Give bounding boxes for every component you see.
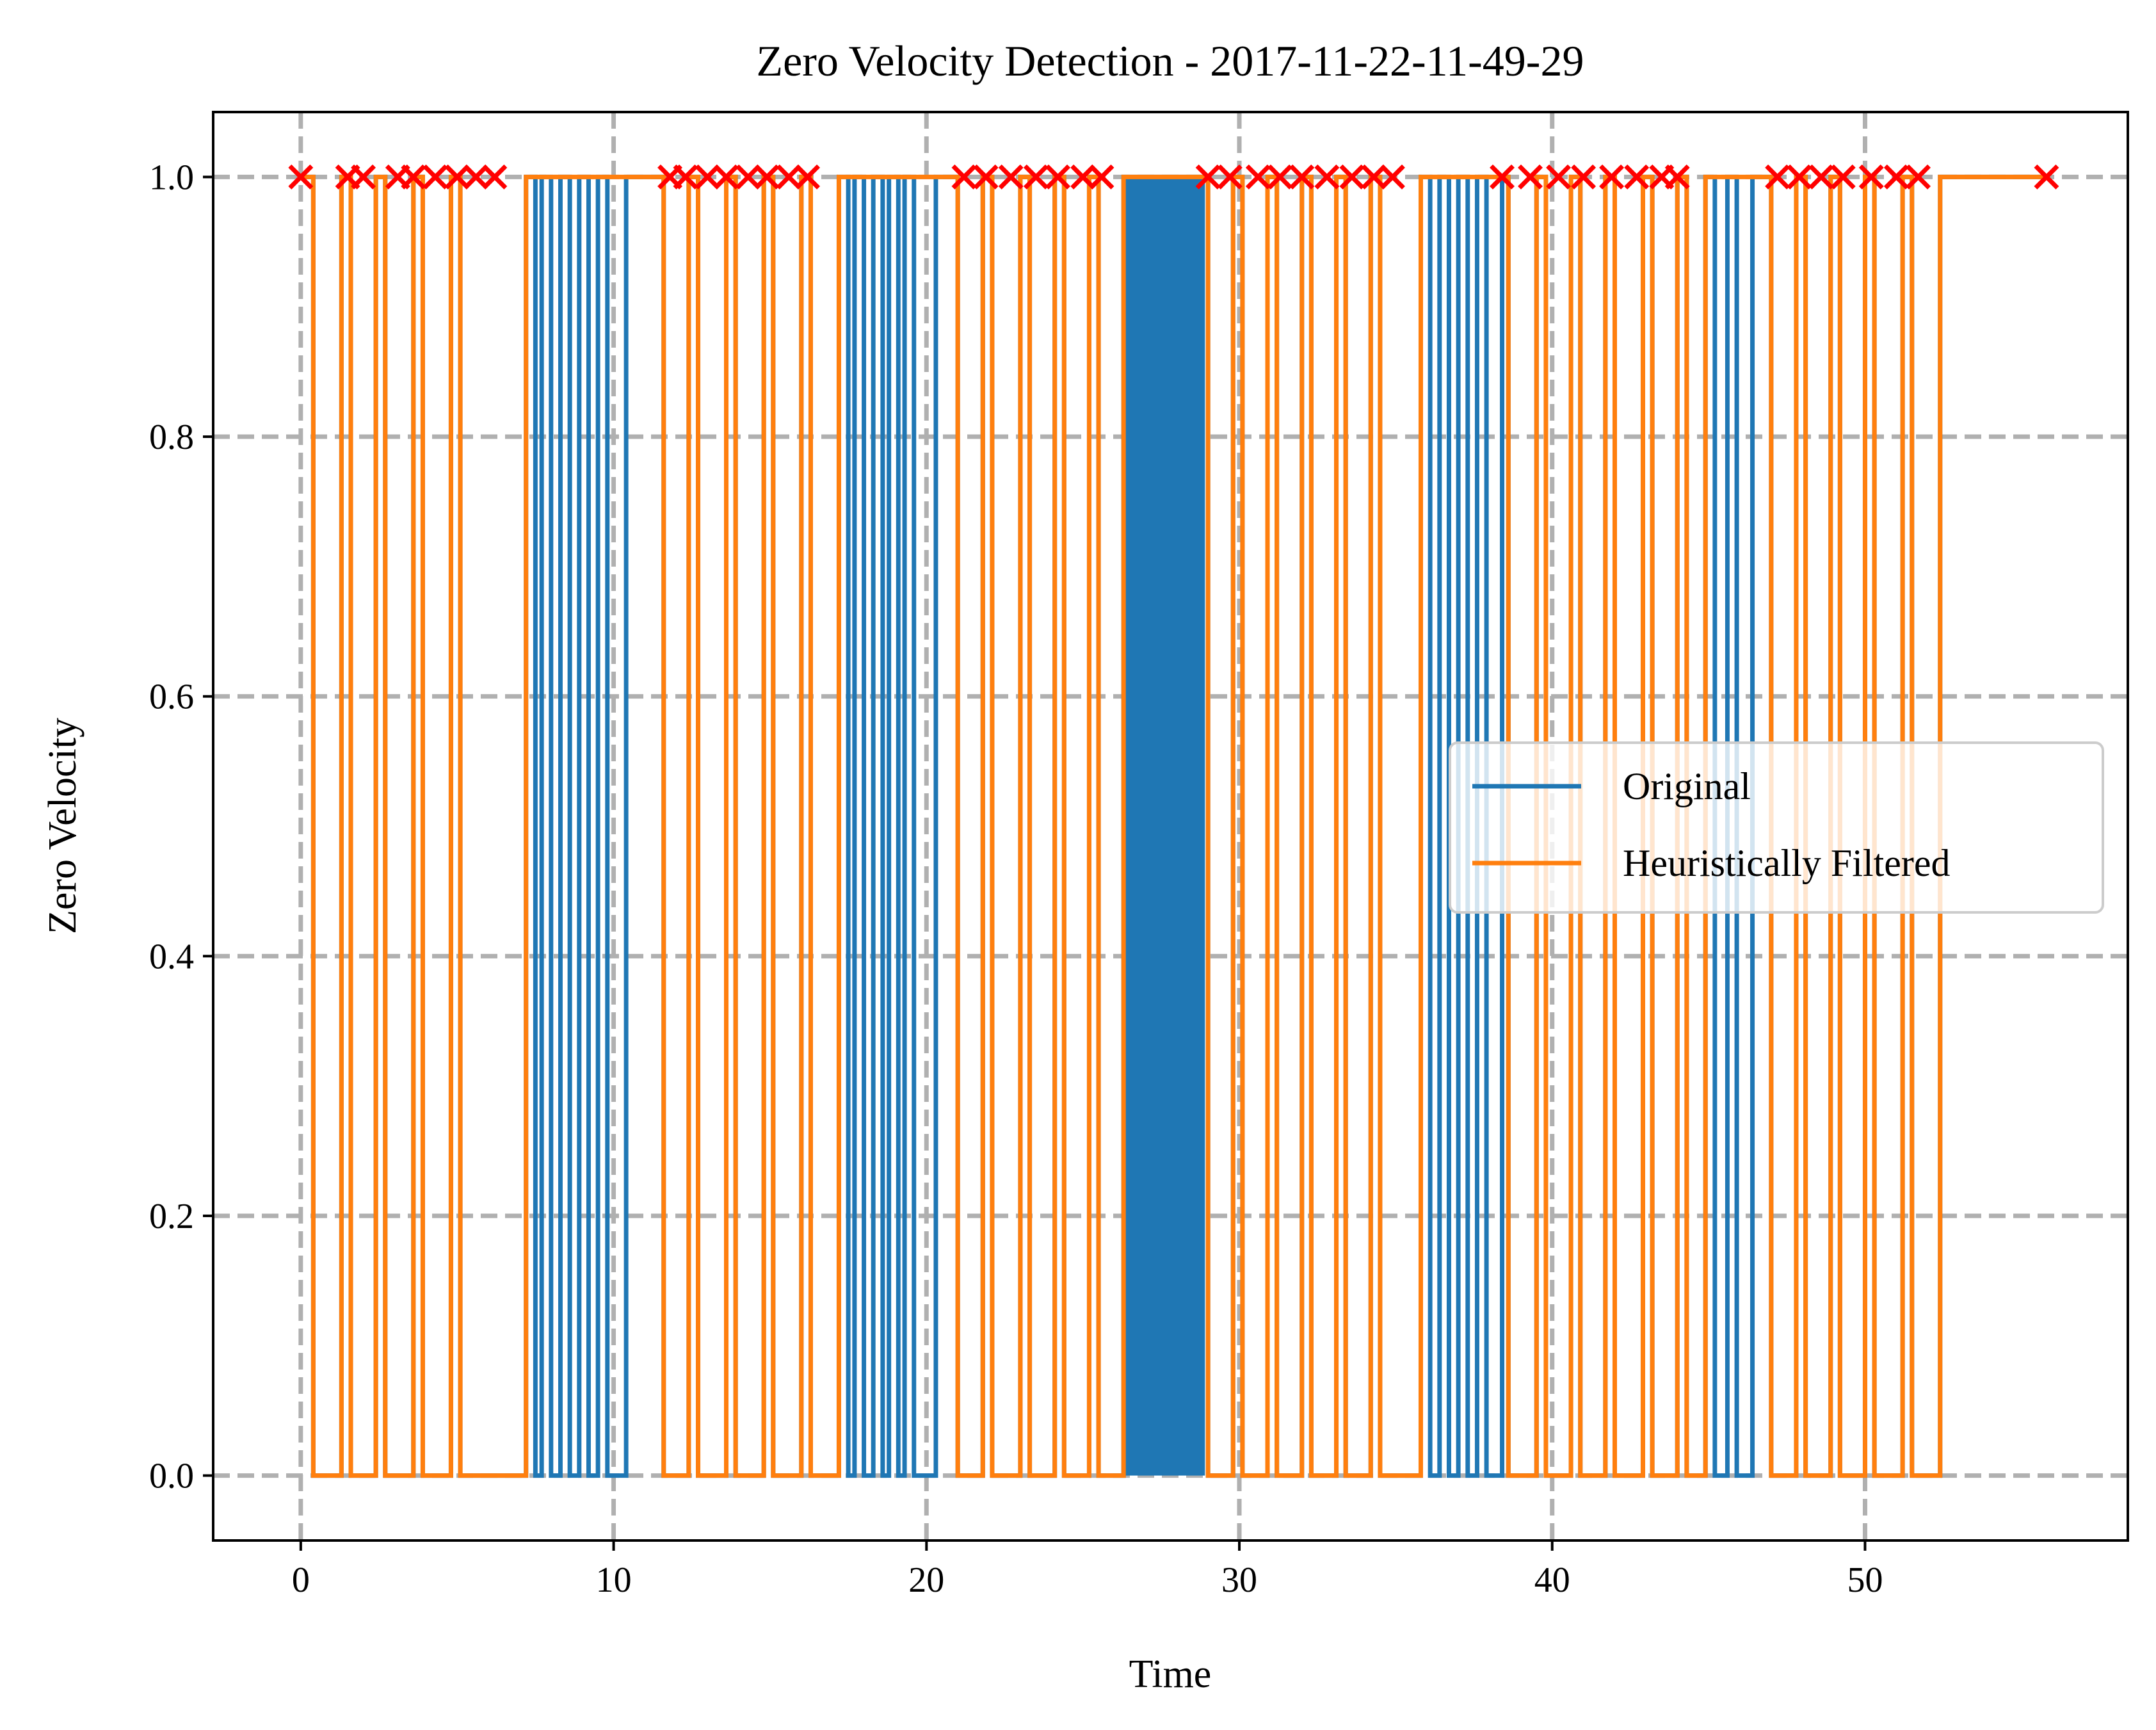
x-marker xyxy=(482,164,508,190)
x-tick-label: 0 xyxy=(292,1560,310,1600)
x-axis-label: Time xyxy=(1129,1653,1212,1696)
y-tick-label: 0.0 xyxy=(149,1457,194,1496)
y-axis-label: Zero Velocity xyxy=(41,718,84,934)
x-marker xyxy=(444,164,470,190)
y-tick-label: 0.2 xyxy=(149,1197,194,1236)
y-tick-label: 0.8 xyxy=(149,417,194,457)
x-marker xyxy=(1490,164,1515,190)
x-marker xyxy=(1314,164,1340,190)
x-marker xyxy=(1906,164,1931,190)
x-tick-label: 40 xyxy=(1534,1560,1570,1600)
x-marker xyxy=(1624,164,1650,190)
x-marker xyxy=(1217,164,1243,190)
x-marker xyxy=(695,164,720,190)
x-marker xyxy=(1599,164,1625,190)
x-marker xyxy=(1267,164,1293,190)
x-marker xyxy=(1245,164,1271,190)
x-marker xyxy=(1045,164,1071,190)
x-marker xyxy=(1070,164,1096,190)
x-marker xyxy=(1571,164,1597,190)
x-marker xyxy=(1339,164,1365,190)
x-marker xyxy=(795,164,821,190)
x-marker xyxy=(776,164,801,190)
x-marker xyxy=(1289,164,1315,190)
x-marker xyxy=(422,164,448,190)
x-marker xyxy=(1765,164,1790,190)
x-marker xyxy=(463,164,489,190)
axes-frame xyxy=(212,111,2129,1542)
chart-title: Zero Velocity Detection - 2017-11-22-11-… xyxy=(757,36,1584,85)
x-tick-label: 30 xyxy=(1221,1560,1257,1600)
x-marker xyxy=(1858,164,1884,190)
x-marker xyxy=(2034,164,2059,190)
y-tick-label: 1.0 xyxy=(149,158,194,197)
x-marker xyxy=(1089,164,1114,190)
legend-label-filtered: Heuristically Filtered xyxy=(1623,842,1951,884)
x-marker xyxy=(1664,164,1690,190)
x-marker xyxy=(1546,164,1571,190)
x-marker xyxy=(1883,164,1909,190)
x-marker xyxy=(673,164,698,190)
event-markers xyxy=(288,164,2059,190)
ticks: 0 10 20 30 40 50 0.0 0.2 0.4 0.6 0.8 1.0 xyxy=(149,158,1883,1600)
legend-box xyxy=(1449,741,2104,914)
x-marker xyxy=(1023,164,1049,190)
x-marker xyxy=(401,164,426,190)
x-marker xyxy=(1830,164,1856,190)
x-marker xyxy=(998,164,1024,190)
y-tick-label: 0.4 xyxy=(149,937,194,976)
x-marker xyxy=(351,164,376,190)
original-dense-block xyxy=(1123,177,1205,1476)
x-marker xyxy=(1808,164,1834,190)
x-marker xyxy=(736,164,761,190)
y-tick-label: 0.6 xyxy=(149,677,194,717)
x-marker xyxy=(1361,164,1387,190)
x-marker xyxy=(1380,164,1405,190)
x-marker xyxy=(754,164,780,190)
x-marker xyxy=(1195,164,1221,190)
x-tick-label: 10 xyxy=(596,1560,632,1600)
x-marker xyxy=(1518,164,1543,190)
x-marker xyxy=(714,164,739,190)
legend-label-original: Original xyxy=(1623,765,1751,807)
data-layer xyxy=(288,164,2059,1478)
x-marker xyxy=(973,164,999,190)
legend: Original Heuristically Filtered xyxy=(1449,741,2104,914)
x-marker xyxy=(951,164,977,190)
x-tick-label: 20 xyxy=(908,1560,944,1600)
x-tick-label: 50 xyxy=(1847,1560,1883,1600)
x-marker xyxy=(1787,164,1812,190)
x-marker xyxy=(288,164,314,190)
